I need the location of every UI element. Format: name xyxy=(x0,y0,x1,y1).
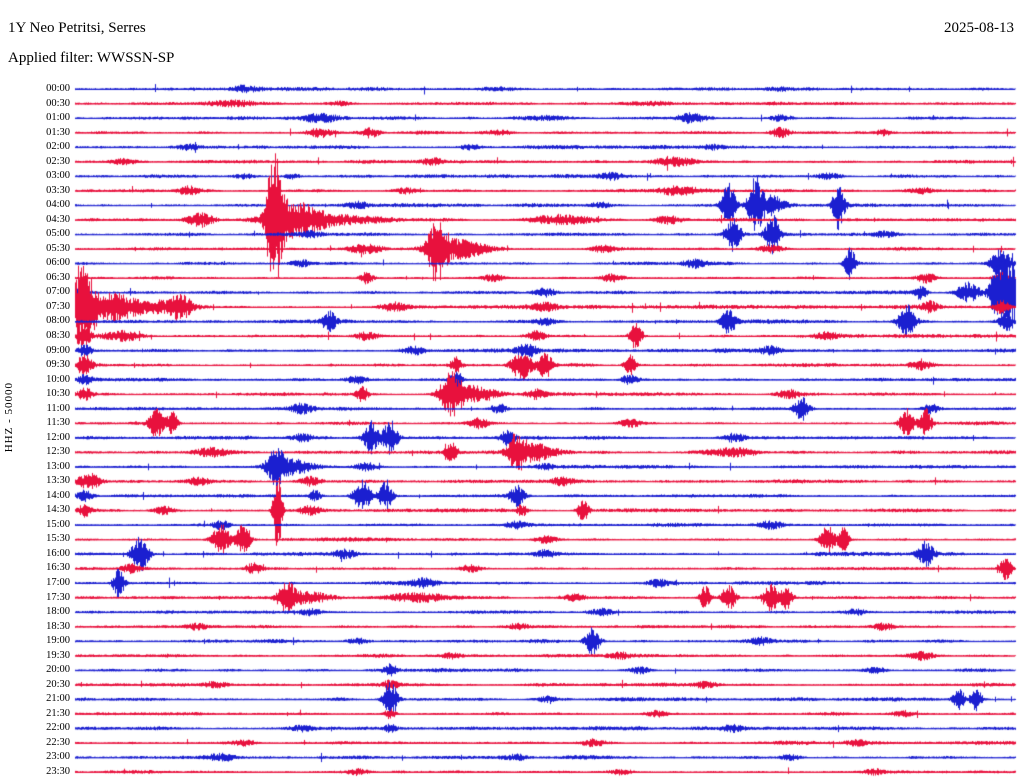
time-label: 21:00 xyxy=(46,693,70,705)
time-label: 15:30 xyxy=(46,533,70,545)
time-label: 11:00 xyxy=(46,402,70,414)
time-label: 04:00 xyxy=(46,199,70,211)
time-label: 19:00 xyxy=(46,635,70,647)
time-label: 03:00 xyxy=(46,170,70,182)
time-label: 18:30 xyxy=(46,620,70,632)
time-label: 12:30 xyxy=(46,446,70,458)
time-label: 14:30 xyxy=(46,504,70,516)
time-label: 08:30 xyxy=(46,330,70,341)
time-label: 01:30 xyxy=(46,126,70,138)
time-label: 17:30 xyxy=(46,591,70,603)
time-label: 19:30 xyxy=(46,649,70,661)
time-label: 22:30 xyxy=(46,736,70,748)
time-label: 09:30 xyxy=(46,359,70,371)
time-label: 12:00 xyxy=(46,431,70,443)
time-label: 18:00 xyxy=(46,606,70,618)
time-label: 20:30 xyxy=(46,678,70,690)
time-label: 20:00 xyxy=(46,664,70,676)
time-label: 04:30 xyxy=(46,213,70,225)
time-label: 02:00 xyxy=(46,141,70,153)
time-label: 13:30 xyxy=(46,475,70,487)
time-label: 23:00 xyxy=(46,751,70,763)
time-label: 17:00 xyxy=(46,577,70,589)
time-label: 22:00 xyxy=(46,722,70,734)
time-label: 05:00 xyxy=(46,228,70,240)
time-label: 15:00 xyxy=(46,518,70,530)
time-label: 03:30 xyxy=(46,184,70,196)
time-label: 13:00 xyxy=(46,460,70,472)
time-label: 00:30 xyxy=(46,97,70,109)
time-label: 08:00 xyxy=(46,315,70,327)
time-label: 06:00 xyxy=(46,257,70,269)
time-label: 11:30 xyxy=(46,417,70,429)
time-label: 07:30 xyxy=(46,300,70,312)
time-label: 00:00 xyxy=(46,83,70,94)
time-label: 02:30 xyxy=(46,155,70,167)
time-label: 16:30 xyxy=(46,562,70,574)
time-label: 09:00 xyxy=(46,344,70,356)
time-label: 14:00 xyxy=(46,489,70,501)
time-label: 21:30 xyxy=(46,707,70,719)
time-label: 07:00 xyxy=(46,286,70,298)
time-label: 16:00 xyxy=(46,547,70,559)
time-label: 06:30 xyxy=(46,271,70,283)
time-label: 10:00 xyxy=(46,373,70,385)
time-label: 10:30 xyxy=(46,388,70,400)
time-label: 23:30 xyxy=(46,765,70,777)
time-label: 01:00 xyxy=(46,112,70,124)
time-label: 05:30 xyxy=(46,242,70,254)
